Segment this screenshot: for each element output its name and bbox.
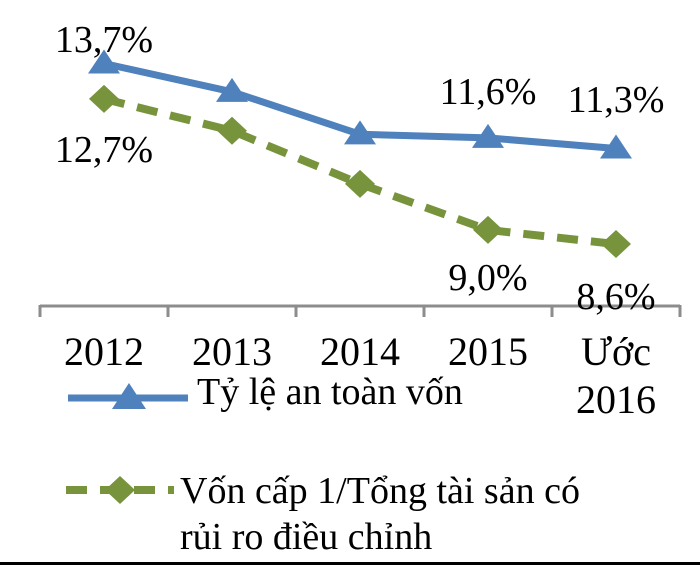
- series-line-tier1: [103, 95, 617, 249]
- series-markers: [88, 49, 632, 259]
- diamond-marker: [601, 230, 631, 259]
- x-tick-label: 2014: [320, 329, 400, 374]
- triangle-marker: [88, 49, 120, 74]
- triangle-marker: [216, 77, 248, 102]
- triangle-marker: [344, 120, 376, 145]
- bottom-rule: [0, 562, 700, 565]
- triangle-marker: [600, 134, 632, 159]
- data-label: 12,7%: [55, 129, 153, 171]
- x-tick-label: 2016: [576, 377, 656, 422]
- data-label: 11,3%: [568, 79, 665, 121]
- x-tick-label: Ước: [581, 329, 651, 374]
- x-axis: [38, 304, 682, 317]
- x-tick-label: 2015: [448, 329, 528, 374]
- data-label: 8,6%: [576, 276, 655, 318]
- data-label: 11,6%: [440, 71, 537, 113]
- diamond-marker: [473, 215, 503, 244]
- data-label: 13,7%: [55, 19, 153, 61]
- x-tick-label: 2013: [192, 329, 272, 374]
- triangle-marker: [472, 123, 504, 148]
- diamond-marker: [89, 84, 119, 113]
- data-label: 9,0%: [448, 257, 527, 299]
- series-lines: [103, 60, 617, 249]
- diamond-marker: [217, 116, 247, 145]
- x-tick-label: 2012: [64, 329, 144, 374]
- point-labels: 13,7% 11,6% 11,3% 12,7% 9,0% 8,6%: [55, 19, 664, 318]
- diamond-marker: [345, 169, 375, 198]
